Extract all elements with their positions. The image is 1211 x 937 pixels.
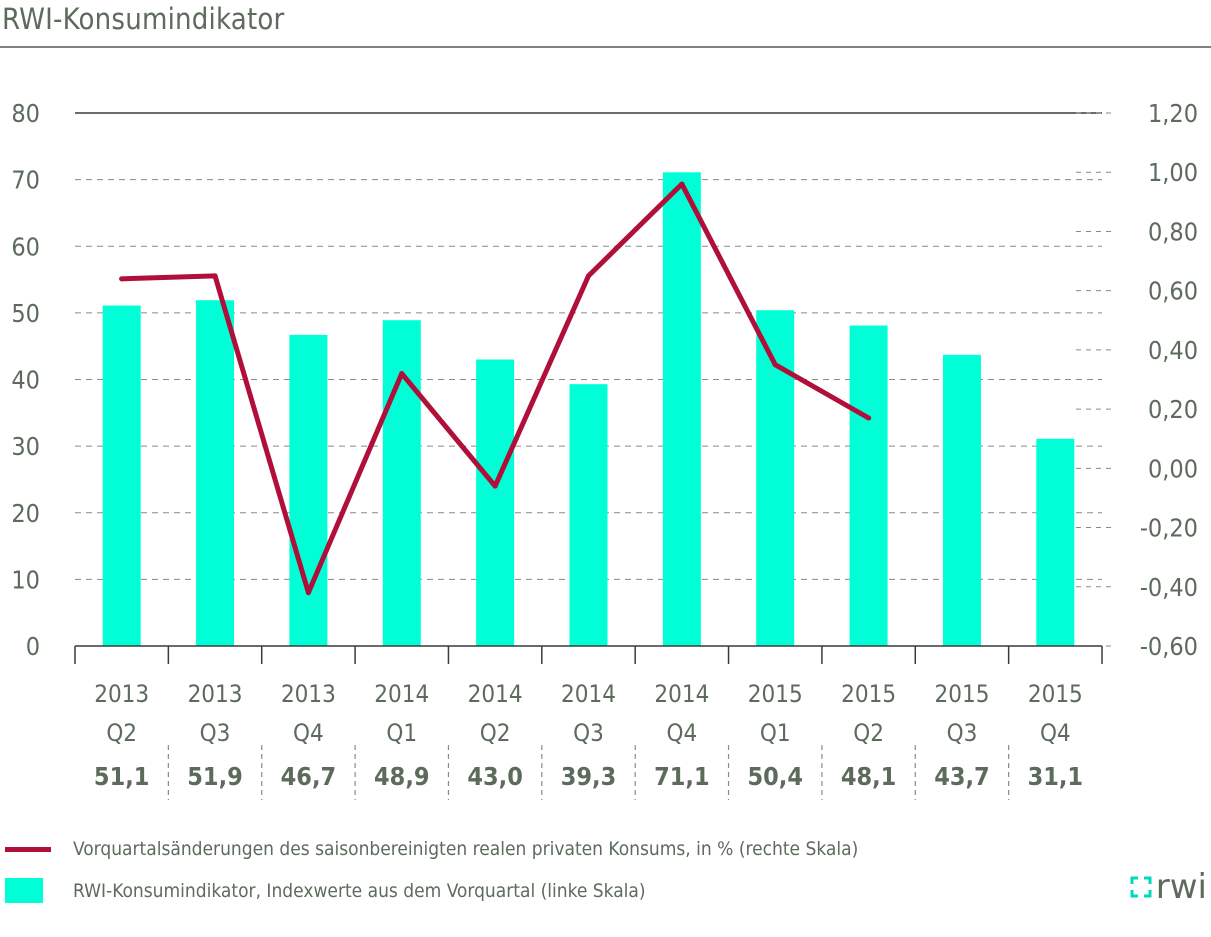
line-point [212,273,218,279]
consumption-chart: 0 10 20 30 40 50 60 70 80 -0,60 -0,40 -0,20 0,00 0,20… [11,99,1198,800]
bar [102,305,141,646]
line-point [119,276,125,282]
rwi-logo-mark-icon [1130,876,1152,898]
x-axis-year-label: 2014 [561,680,616,708]
line-point [679,181,685,187]
x-axis-quarter-label: Q1 [760,719,791,747]
right-axis-tick-label: -0,60 [1140,632,1198,661]
x-axis-year-label: 2015 [748,680,803,708]
x-axis-year-label: 2013 [281,680,336,708]
value-table-cell: 51,9 [187,762,243,791]
right-axis-tick-label: 1,20 [1148,99,1198,128]
value-table-cell: 43,0 [467,762,523,791]
right-axis-tick-label: 1,00 [1148,158,1198,187]
x-axis-year-label: 2013 [94,680,149,708]
value-table-cell: 51,1 [94,762,150,791]
right-axis-tick-label: 0,80 [1148,217,1198,246]
value-table-cell: 48,9 [374,762,430,791]
legend-line-swatch [5,846,51,852]
bar [382,320,421,646]
bar [476,359,515,646]
page-title: RWI-Konsumindikator [2,2,285,36]
x-axis-year-label: 2015 [934,680,989,708]
value-table-cell: 39,3 [561,762,617,791]
x-axis-year-label: 2014 [374,680,429,708]
x-axis-quarter-label: Q2 [480,719,511,747]
x-axis-quarter-label: Q2 [853,719,884,747]
value-table-cell: 46,7 [281,762,337,791]
right-axis-tick-label: 0,40 [1148,336,1198,365]
x-axis-year-label: 2015 [1028,680,1083,708]
value-table-cell: 50,4 [747,762,803,791]
bar [849,325,888,646]
legend-item-line: Vorquartalsänderungen des saisonbereinig… [5,838,858,860]
x-axis-year-label: 2015 [841,680,896,708]
x-axis-year-label: 2014 [468,680,523,708]
right-axis-tick-label: 0,60 [1148,277,1198,306]
bar [942,354,981,646]
right-axis-tick-label: -0,40 [1140,573,1198,602]
left-axis-tick-label: 80 [11,99,40,128]
left-axis-tick-label: 0 [26,632,40,661]
value-table-cell: 31,1 [1028,762,1084,791]
left-axis-tick-label: 20 [11,499,40,528]
left-axis-tick-label: 30 [11,432,40,461]
x-axis-year-label: 2013 [188,680,243,708]
line-point [305,590,311,596]
legend-bar-label: RWI-Konsumindikator, Indexwerte aus dem … [73,879,646,902]
x-axis-quarter-label: Q2 [106,719,137,747]
right-axis-tick-label: 0,20 [1148,395,1198,424]
left-axis-tick-label: 10 [11,565,40,594]
bar [289,334,328,646]
x-axis-quarter-label: Q4 [666,719,697,747]
bar [1036,438,1075,646]
x-axis-quarter-label: Q1 [386,719,417,747]
bar [662,172,701,646]
value-table-cell: 43,7 [934,762,990,791]
right-axis-tick-label: 0,00 [1148,454,1198,483]
left-axis-tick-label: 60 [11,232,40,261]
line-point [866,415,872,421]
x-axis-quarter-label: Q3 [947,719,978,747]
rwi-logo-text: rwi [1155,867,1207,907]
x-axis-quarter-label: Q3 [573,719,604,747]
left-axis-tick-label: 40 [11,366,40,395]
bar [196,300,235,646]
right-axis-tick-label: -0,20 [1140,514,1198,543]
value-table-cell: 71,1 [654,762,710,791]
legend-bar-swatch [5,878,43,903]
left-axis-tick-label: 50 [11,299,40,328]
line-point [586,273,591,279]
title-divider [0,46,1211,48]
value-table-cell: 48,1 [841,762,897,791]
x-axis-quarter-label: Q3 [200,719,231,747]
line-point [399,371,405,377]
left-axis-tick-label: 70 [11,166,40,195]
line-point [772,362,778,368]
bar [569,384,608,646]
x-axis-quarter-label: Q4 [1040,719,1071,747]
x-axis-quarter-label: Q4 [293,719,324,747]
rwi-logo: rwi [1130,870,1207,904]
legend-line-label: Vorquartalsänderungen des saisonbereinig… [73,838,859,860]
x-axis-year-label: 2014 [654,680,709,708]
line-point [492,483,498,489]
legend-item-bar: RWI-Konsumindikator, Indexwerte aus dem … [5,878,646,903]
